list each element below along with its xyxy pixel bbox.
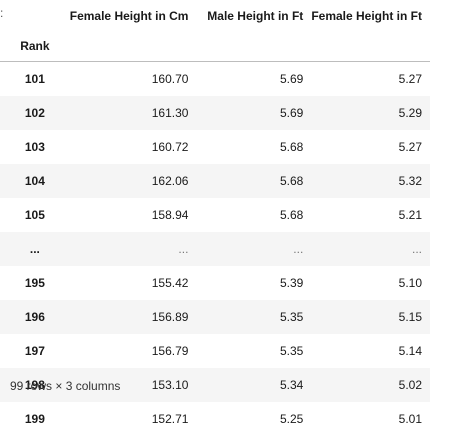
table-cell: 5.32: [311, 164, 430, 198]
table-cell: 5.10: [398, 276, 422, 290]
index-header-spacer: [196, 31, 312, 62]
table-cell: ...: [196, 232, 312, 266]
table-row: 105 158.94 5.68 5.21: [0, 198, 430, 232]
table-row: 104 162.06 5.68 5.32: [0, 164, 430, 198]
table-row: 101 160.70 5.69 5.27: [0, 62, 430, 97]
corner-header-cell: [0, 0, 70, 31]
table-cell: 5.68: [196, 164, 312, 198]
row-index: 103: [24, 140, 45, 154]
table-cell: 5.35: [196, 300, 312, 334]
table-cell: 162.06: [69, 164, 197, 198]
index-header-row: Rank: [0, 31, 430, 62]
table-row: 103 160.72 5.68 5.27: [0, 130, 430, 164]
table-cell: 5.27: [398, 140, 422, 154]
output-prompt-marker: :: [0, 6, 4, 20]
table-cell: 5.25: [279, 412, 304, 426]
table-cell: 5.69: [279, 72, 304, 86]
column-header-row: Female Height in Cm Male Height in Ft Fe…: [0, 0, 430, 31]
table-cell: 160.72: [151, 140, 189, 154]
table-cell: 5.35: [279, 344, 304, 358]
table-cell: 155.42: [151, 276, 189, 290]
table-row: 196 156.89 5.35 5.15: [0, 300, 430, 334]
row-index: 199: [24, 412, 45, 426]
table-cell: 161.30: [69, 96, 197, 130]
table-cell: 5.21: [398, 208, 422, 222]
row-index: 105: [24, 208, 45, 222]
table-cell: ...: [69, 232, 197, 266]
table-cell: 5.69: [196, 96, 312, 130]
dataframe-table: Female Height in Cm Male Height in Ft Fe…: [0, 0, 430, 436]
row-index: 102: [0, 96, 70, 130]
table-row: 197 156.79 5.35 5.14: [0, 334, 430, 368]
table-cell: ...: [311, 232, 430, 266]
row-index: 104: [0, 164, 70, 198]
table-cell: 156.79: [151, 344, 189, 358]
row-index: 198: [0, 368, 70, 402]
row-index: ...: [0, 232, 70, 266]
row-index: 101: [24, 72, 45, 86]
table-cell: 5.68: [279, 208, 304, 222]
table-cell: 158.94: [151, 208, 189, 222]
table-cell: 5.15: [311, 300, 430, 334]
table-cell: 5.34: [196, 368, 312, 402]
table-cell: 5.14: [398, 344, 422, 358]
column-header-male-height-ft: Male Height in Ft: [207, 8, 304, 23]
row-index: 197: [24, 344, 45, 358]
table-cell: 5.01: [398, 412, 422, 426]
table-cell: 156.89: [69, 300, 197, 334]
table-row: 198 153.10 5.34 5.02: [0, 368, 430, 402]
index-header-spacer: [311, 31, 430, 62]
table-row: 199 152.71 5.25 5.01: [0, 402, 430, 436]
table-row: 195 155.42 5.39 5.10: [0, 266, 430, 300]
table-cell: 153.10: [69, 368, 197, 402]
table-cell: 5.39: [279, 276, 304, 290]
dataframe-output: Female Height in Cm Male Height in Ft Fe…: [0, 0, 430, 436]
column-header-female-height-ft: Female Height in Ft: [311, 8, 422, 23]
table-shape-summary: 99 rows × 3 columns: [10, 379, 121, 393]
index-header-spacer: [69, 31, 197, 62]
table-cell: 5.02: [311, 368, 430, 402]
table-cell: 160.70: [151, 72, 189, 86]
row-index: 196: [0, 300, 70, 334]
column-header-female-height-cm: Female Height in Cm: [69, 8, 189, 23]
table-cell: 152.71: [151, 412, 189, 426]
table-cell: 5.27: [398, 72, 422, 86]
row-index: 195: [24, 276, 45, 290]
table-cell: 5.29: [311, 96, 430, 130]
ellipsis-row: ... ... ... ...: [0, 232, 430, 266]
index-name-header: Rank: [0, 31, 70, 62]
table-cell: 5.68: [279, 140, 304, 154]
table-row: 102 161.30 5.69 5.29: [0, 96, 430, 130]
